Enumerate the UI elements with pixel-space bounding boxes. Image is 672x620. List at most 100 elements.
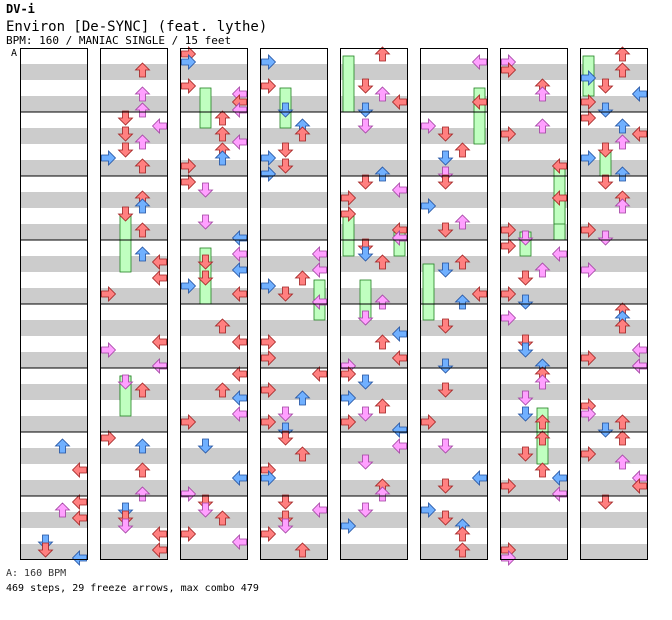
step-arrow bbox=[517, 230, 534, 246]
step-arrow bbox=[134, 462, 151, 478]
chart-column bbox=[420, 48, 488, 560]
step-arrow bbox=[581, 70, 597, 86]
beat-stripe bbox=[420, 448, 488, 464]
beat-stripe bbox=[420, 144, 488, 160]
step-arrow-shape bbox=[517, 230, 534, 246]
step-arrow bbox=[471, 470, 487, 486]
beat-stripe bbox=[20, 480, 88, 496]
beat-stripe bbox=[500, 400, 568, 416]
step-arrow bbox=[374, 46, 391, 62]
step-arrow bbox=[277, 406, 294, 422]
step-arrow bbox=[581, 222, 597, 238]
step-arrow bbox=[117, 110, 134, 126]
beat-stripe bbox=[420, 304, 488, 320]
step-arrow-shape bbox=[391, 182, 407, 198]
step-arrow bbox=[277, 286, 294, 302]
step-arrow-shape bbox=[517, 406, 534, 422]
step-arrow bbox=[614, 166, 631, 182]
beat-stripe bbox=[100, 432, 168, 448]
beat-stripe bbox=[100, 80, 168, 96]
beat-stripe bbox=[260, 160, 328, 176]
step-arrow bbox=[517, 270, 534, 286]
step-arrow bbox=[134, 134, 151, 150]
beat-stripe bbox=[340, 64, 408, 80]
step-arrow bbox=[534, 118, 551, 134]
step-arrow-shape bbox=[181, 486, 197, 502]
step-arrow-shape bbox=[437, 438, 454, 454]
step-arrow-shape bbox=[197, 494, 214, 510]
beat-stripe bbox=[100, 512, 168, 528]
step-arrow bbox=[261, 54, 277, 70]
step-arrow bbox=[117, 518, 134, 534]
beat-stripe bbox=[260, 176, 328, 192]
step-arrow bbox=[261, 526, 277, 542]
beat-stripe bbox=[180, 448, 248, 464]
beat-stripe bbox=[420, 432, 488, 448]
step-arrow-shape bbox=[517, 446, 534, 462]
step-arrow-shape bbox=[214, 150, 231, 166]
beat-stripe bbox=[100, 480, 168, 496]
step-arrow-shape bbox=[614, 318, 631, 334]
step-arrow bbox=[277, 494, 294, 510]
beat-stripe bbox=[20, 96, 88, 112]
step-arrow bbox=[501, 478, 517, 494]
step-arrow-shape bbox=[117, 374, 134, 390]
beat-stripe bbox=[340, 528, 408, 544]
step-arrow bbox=[391, 230, 407, 246]
step-arrow bbox=[134, 438, 151, 454]
step-arrow-shape bbox=[261, 334, 277, 350]
beat-stripe bbox=[260, 368, 328, 384]
step-arrow bbox=[357, 102, 374, 118]
beat-stripe bbox=[340, 352, 408, 368]
step-arrow-shape bbox=[517, 334, 534, 350]
step-arrow bbox=[277, 142, 294, 158]
beat-stripe bbox=[260, 496, 328, 512]
step-arrow bbox=[231, 230, 247, 246]
beat-stripe bbox=[100, 112, 168, 128]
step-arrow-shape bbox=[597, 78, 614, 94]
step-arrow-shape bbox=[277, 406, 294, 422]
beat-stripe bbox=[260, 512, 328, 528]
step-arrow bbox=[551, 246, 567, 262]
step-arrow bbox=[277, 518, 294, 534]
step-arrow-shape bbox=[311, 294, 327, 310]
step-arrow bbox=[534, 262, 551, 278]
step-arrow-shape bbox=[501, 222, 517, 238]
step-arrow bbox=[134, 198, 151, 214]
beat-stripe bbox=[580, 80, 648, 96]
beat-stripe bbox=[100, 304, 168, 320]
beat-stripe bbox=[500, 80, 568, 96]
beat-stripe bbox=[500, 256, 568, 272]
step-arrow-shape bbox=[261, 166, 277, 182]
beat-stripe bbox=[420, 176, 488, 192]
beat-stripe bbox=[420, 528, 488, 544]
step-arrow bbox=[357, 174, 374, 190]
step-arrow-shape bbox=[391, 422, 407, 438]
step-arrow-shape bbox=[181, 278, 197, 294]
step-arrow bbox=[437, 478, 454, 494]
step-arrow-shape bbox=[311, 246, 327, 262]
beat-stripe bbox=[20, 352, 88, 368]
step-arrow-shape bbox=[277, 494, 294, 510]
step-arrow-shape bbox=[101, 150, 117, 166]
step-arrow-shape bbox=[294, 126, 311, 142]
beat-stripe bbox=[340, 48, 408, 64]
beat-stripe bbox=[20, 176, 88, 192]
beat-stripe bbox=[180, 304, 248, 320]
step-arrow bbox=[454, 526, 471, 542]
step-arrow-shape bbox=[551, 486, 567, 502]
chart-stats: 469 steps, 29 freeze arrows, max combo 4… bbox=[6, 583, 259, 594]
beat-stripe bbox=[340, 96, 408, 112]
beat-stripe bbox=[180, 544, 248, 560]
step-arrow-shape bbox=[277, 286, 294, 302]
beat-stripe bbox=[260, 480, 328, 496]
step-arrow bbox=[437, 262, 454, 278]
step-arrow bbox=[597, 174, 614, 190]
beat-stripe bbox=[340, 304, 408, 320]
step-arrow-shape bbox=[151, 118, 167, 134]
step-arrow-shape bbox=[134, 158, 151, 174]
step-arrow-shape bbox=[231, 406, 247, 422]
step-arrow bbox=[197, 214, 214, 230]
step-arrow-shape bbox=[501, 62, 517, 78]
beat-stripe bbox=[180, 128, 248, 144]
